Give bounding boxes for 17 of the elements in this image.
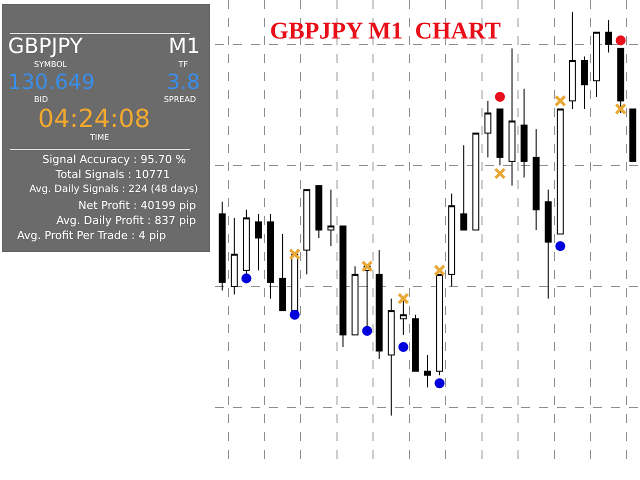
text: GBPJPY — [8, 34, 83, 58]
text: 3.8 — [166, 70, 200, 94]
text: Avg. Daily Profit : 837 pip — [56, 214, 196, 227]
text: 130.649 — [8, 70, 95, 94]
text: Signal Accuracy : 95.70 % — [42, 153, 186, 166]
text: Avg. Daily Signals : 224 (48 days) — [29, 184, 198, 195]
text: SYMBOL — [34, 60, 67, 69]
chart-title: GBPJPY M1 CHART — [270, 18, 501, 44]
text: M1 — [168, 34, 200, 58]
text: 04:24:08 — [38, 104, 150, 133]
text: TIME — [90, 133, 110, 142]
text: Total Signals : 10771 — [56, 168, 170, 181]
text: TF — [178, 60, 188, 69]
text: BID — [34, 95, 48, 104]
text: Avg. Profit Per Trade : 4 pip — [17, 229, 166, 242]
text: Net Profit : 40199 pip — [78, 199, 196, 212]
text: SPREAD — [164, 95, 196, 104]
